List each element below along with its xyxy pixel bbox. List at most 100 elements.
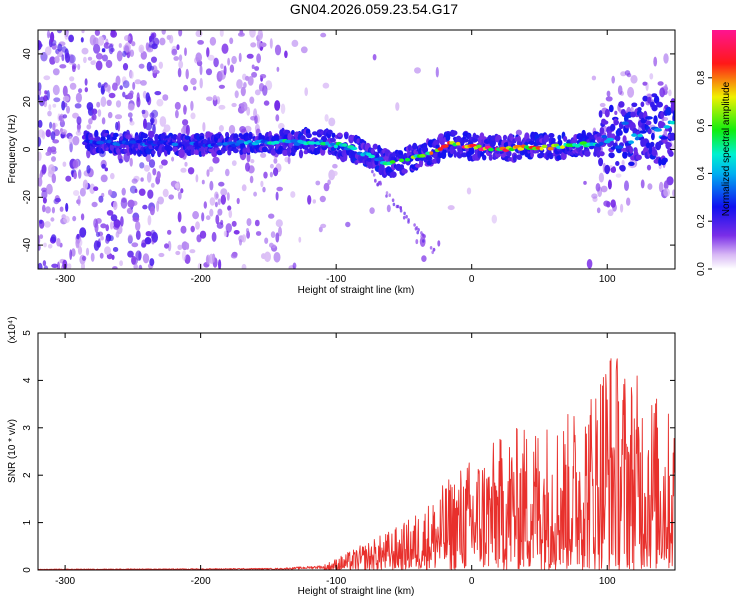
ridge-halo-mark — [528, 140, 535, 146]
noise-mark — [95, 53, 103, 60]
noise-mark — [240, 101, 248, 112]
noise-mark — [245, 162, 250, 172]
noise-mark — [62, 114, 68, 119]
ridge-halo-mark — [425, 155, 433, 161]
noise-mark — [254, 115, 258, 124]
ridge-halo-mark — [530, 152, 534, 158]
noise-mark — [127, 103, 135, 111]
ridge-core-mark — [560, 145, 565, 149]
ridge-halo-mark — [614, 134, 621, 142]
noise-mark — [52, 103, 57, 108]
ridge-core-mark — [631, 133, 637, 137]
ridge-halo-mark — [298, 149, 304, 159]
noise-mark — [152, 168, 157, 176]
noise-mark — [218, 259, 222, 269]
ridge-halo-mark — [665, 142, 672, 148]
noise-mark — [42, 260, 47, 267]
noise-mark — [150, 229, 156, 240]
ridge-halo-mark — [401, 168, 408, 174]
noise-mark — [162, 188, 169, 198]
noise-mark — [112, 200, 118, 211]
noise-mark — [105, 59, 113, 69]
ridge-halo-mark — [422, 146, 429, 154]
noise-mark — [52, 68, 60, 76]
noise-mark — [599, 102, 606, 108]
noise-mark — [328, 117, 336, 127]
noise-mark — [88, 118, 93, 125]
ridge-halo-mark — [599, 127, 605, 135]
spectrogram-x-label: Height of straight line (km) — [298, 285, 415, 296]
y-tick-label: 0 — [22, 567, 33, 573]
noise-mark — [218, 124, 224, 132]
noise-mark — [264, 251, 271, 263]
noise-mark — [626, 197, 631, 206]
x-tick-label: -300 — [55, 576, 75, 587]
ridge-halo-mark — [608, 104, 614, 113]
noise-mark — [79, 187, 86, 197]
noise-mark — [663, 180, 669, 190]
noise-mark — [369, 207, 375, 215]
y-tick-label: 4 — [22, 377, 33, 383]
noise-mark — [89, 183, 96, 195]
ridge-core-mark — [547, 146, 554, 151]
noise-mark — [89, 34, 97, 46]
noise-mark — [246, 106, 251, 116]
noise-mark — [46, 90, 50, 101]
noise-mark — [185, 124, 190, 136]
noise-mark — [610, 199, 616, 208]
noise-mark — [81, 30, 85, 34]
noise-mark — [250, 42, 257, 48]
noise-mark — [81, 255, 87, 261]
noise-mark — [278, 226, 282, 237]
colorbar-tick-label: 0.2 — [696, 214, 707, 228]
snr-marks — [38, 358, 675, 570]
ridge-core-mark — [129, 140, 138, 144]
noise-mark — [217, 208, 223, 216]
ridge-halo-mark — [261, 146, 268, 153]
streak-mark — [371, 169, 374, 174]
noise-mark — [67, 263, 72, 269]
noise-mark — [47, 244, 53, 249]
streak-mark — [432, 247, 436, 252]
noise-mark — [145, 231, 152, 237]
noise-mark — [52, 122, 56, 131]
ridge-halo-mark — [327, 129, 333, 135]
noise-mark — [231, 55, 237, 65]
noise-mark — [108, 189, 113, 196]
noise-mark — [269, 163, 274, 169]
noise-mark — [74, 103, 82, 109]
ridge-halo-mark — [638, 111, 645, 120]
noise-mark — [223, 65, 227, 76]
ridge-core-mark — [419, 154, 426, 158]
noise-mark — [227, 205, 232, 211]
noise-mark — [138, 264, 143, 269]
noise-mark — [263, 100, 270, 106]
noise-mark — [46, 30, 51, 39]
noise-mark — [332, 163, 338, 169]
x-tick-label: 0 — [469, 576, 475, 587]
noise-mark — [98, 195, 104, 203]
noise-mark — [640, 179, 645, 189]
noise-mark — [69, 76, 75, 82]
noise-mark — [180, 188, 184, 194]
noise-mark — [66, 105, 70, 114]
noise-mark — [71, 248, 76, 257]
noise-mark — [646, 164, 652, 171]
streak-mark — [423, 234, 426, 238]
noise-mark — [156, 171, 161, 180]
noise-mark — [214, 191, 219, 200]
noise-mark — [274, 100, 281, 111]
noise-mark — [327, 179, 331, 185]
ridge-halo-mark — [270, 148, 277, 156]
noise-mark — [195, 221, 200, 230]
noise-mark — [271, 244, 276, 249]
x-tick-label: -300 — [55, 274, 75, 285]
noise-mark — [251, 71, 258, 78]
noise-mark — [256, 53, 261, 64]
ridge-core-mark — [621, 121, 629, 125]
noise-mark — [51, 156, 56, 162]
ridge-halo-mark — [615, 161, 620, 166]
noise-mark — [606, 201, 611, 208]
noise-mark — [187, 167, 195, 175]
